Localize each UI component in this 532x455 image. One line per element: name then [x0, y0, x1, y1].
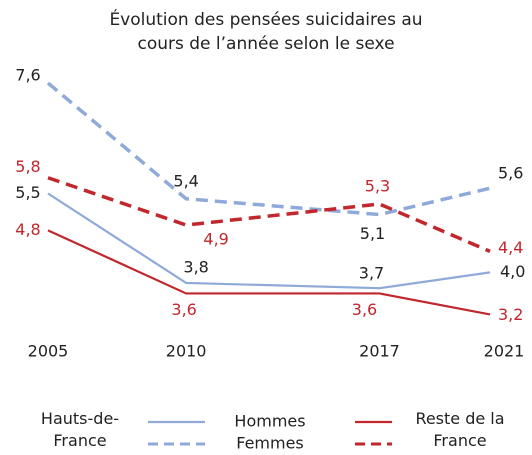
data-label: 5,4 — [173, 171, 198, 190]
series-line — [47, 176, 491, 253]
legend-region: Hauts-de-France — [40, 409, 120, 450]
legend-label: Hommes — [234, 412, 305, 431]
data-label: 5,3 — [365, 177, 390, 196]
data-label: 3,6 — [171, 300, 196, 319]
series-line — [47, 229, 491, 316]
data-label: 4,0 — [500, 262, 525, 281]
data-label: 4,9 — [203, 230, 228, 249]
data-label: 5,5 — [15, 183, 40, 202]
data-label: 3,8 — [183, 257, 208, 276]
x-tick-label: 2017 — [359, 342, 400, 361]
chart-title: Évolution des pensées suicidaires au cou… — [109, 10, 423, 54]
x-tick-label: 2021 — [484, 342, 525, 361]
data-label: 5,6 — [498, 164, 523, 183]
x-tick-label: 2005 — [28, 342, 69, 361]
data-label: 3,2 — [498, 305, 523, 324]
data-label: 5,8 — [15, 157, 40, 176]
legend-label: Femmes — [236, 434, 304, 453]
data-label: 4,8 — [15, 220, 40, 239]
x-tick-label: 2010 — [166, 342, 207, 361]
legend-region: Reste de la France — [415, 409, 505, 450]
series-line — [47, 192, 491, 290]
series-line — [46, 81, 491, 217]
data-label: 4,4 — [498, 238, 523, 257]
data-label: 3,6 — [352, 300, 377, 319]
data-label: 3,7 — [359, 264, 384, 283]
data-label: 5,1 — [360, 224, 385, 243]
data-label: 7,6 — [15, 66, 40, 85]
